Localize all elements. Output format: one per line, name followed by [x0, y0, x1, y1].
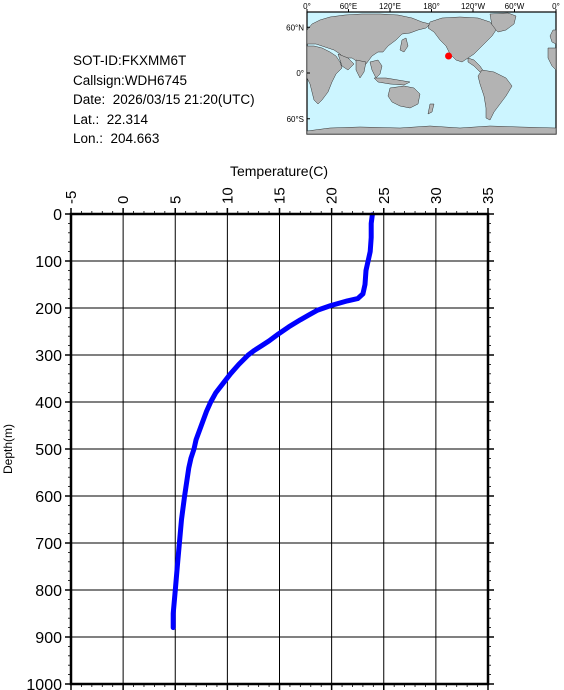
- map-lat-label: 60°S: [287, 115, 304, 124]
- y-tick-label: 500: [35, 442, 62, 459]
- x-tick-label: 5: [167, 196, 184, 204]
- x-tick-label: 0: [115, 196, 132, 204]
- x-tick-label: 15: [272, 187, 289, 204]
- y-tick-label: 0: [53, 207, 62, 224]
- x-tick-label: 10: [219, 187, 236, 204]
- y-tick-label: 800: [35, 583, 62, 600]
- x-axis-title: Temperature(C): [230, 163, 328, 179]
- y-tick-label: 900: [35, 630, 62, 647]
- y-tick-label: 400: [35, 395, 62, 412]
- map-lat-label: 60°N: [286, 23, 304, 32]
- map-lat-label: 0°: [296, 69, 304, 78]
- y-tick-label: 200: [35, 301, 62, 318]
- float-position-marker: [445, 52, 452, 59]
- world-map: 0° 60°E 120°E 180° 120°W 60°W 0°60°N0°60°S: [286, 2, 560, 134]
- x-tick-label: 25: [376, 187, 393, 204]
- y-axis-title: Depth(m): [1, 424, 15, 474]
- y-tick-label: 600: [35, 489, 62, 506]
- x-tick-label: 35: [480, 187, 497, 204]
- x-tick-label: 30: [428, 187, 445, 204]
- y-tick-label: 700: [35, 536, 62, 553]
- y-tick-label: 300: [35, 348, 62, 365]
- x-tick-label: 20: [324, 187, 341, 204]
- profile-plot: -5 0 5 10 15 20 25 30 35010020030040050060070080…: [1, 163, 497, 690]
- y-tick-label: 100: [35, 254, 62, 271]
- y-tick-label: 1000: [26, 677, 62, 690]
- x-tick-label: -5: [63, 191, 80, 204]
